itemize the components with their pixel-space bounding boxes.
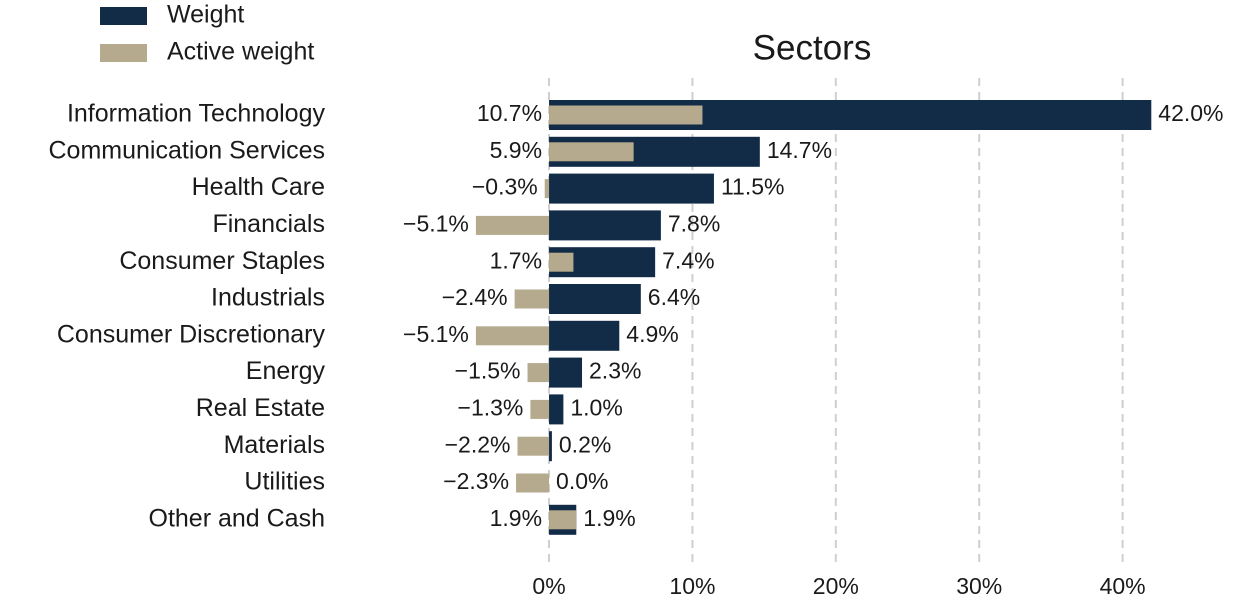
value-label: 4.9% [626,321,678,347]
legend-swatch [100,7,147,25]
category-label: Consumer Discretionary [57,320,326,348]
bar [549,394,564,425]
bar [549,510,577,530]
x-tick-label: 30% [956,573,1002,599]
category-label: Consumer Staples [119,247,325,275]
bar [530,399,550,419]
bar [549,142,634,162]
category-label: Energy [246,357,326,385]
bar [514,289,550,309]
value-label: 10.7% [477,100,542,126]
bar [549,210,661,241]
bar [475,326,550,346]
category-label: Financials [212,210,325,238]
bar [549,105,703,125]
x-tick-label: 0% [532,573,565,599]
x-tick-label: 10% [669,573,715,599]
chart-title: Sectors [753,28,872,67]
category-label: Information Technology [67,100,326,128]
value-label: −2.3% [443,468,509,494]
category-label: Materials [224,431,325,459]
legend-swatch [100,44,147,62]
category-label: Health Care [192,173,325,201]
category-label: Real Estate [196,394,325,422]
category-label: Industrials [211,284,325,312]
value-label: 7.4% [662,247,714,273]
value-label: 0.0% [556,468,608,494]
bar [549,173,714,204]
value-label: −2.4% [442,284,508,310]
value-label: −5.1% [403,210,469,236]
value-label: 1.9% [583,505,635,531]
value-label: 7.8% [668,210,720,236]
bar [475,215,550,235]
value-label: 42.0% [1158,100,1223,126]
value-label: 5.9% [490,137,542,163]
category-label: Communication Services [49,136,326,164]
category-label: Other and Cash [149,504,326,532]
bar [517,436,550,456]
bar [549,252,574,272]
value-label: −1.5% [455,358,521,384]
bar [549,284,641,314]
value-label: 1.0% [570,394,622,420]
value-label: 1.9% [490,505,542,531]
value-label: 2.3% [589,358,641,384]
value-label: −0.3% [472,174,538,200]
bar [549,357,583,388]
x-tick-label: 20% [813,573,859,599]
legend-label: Active weight [167,38,314,66]
legend-label: Weight [167,1,244,29]
value-label: 1.7% [490,247,542,273]
bar [544,179,550,199]
bar [549,320,620,351]
category-label: Utilities [244,468,325,496]
x-tick-label: 40% [1100,573,1146,599]
value-label: −5.1% [403,321,469,347]
value-label: −2.2% [445,431,511,457]
value-label: 0.2% [559,431,611,457]
bar [549,431,552,462]
value-label: 14.7% [767,137,832,163]
value-label: 6.4% [648,284,700,310]
value-label: −1.3% [458,394,524,420]
bar [516,473,550,493]
value-label: 11.5% [721,174,785,200]
bar [527,363,550,383]
